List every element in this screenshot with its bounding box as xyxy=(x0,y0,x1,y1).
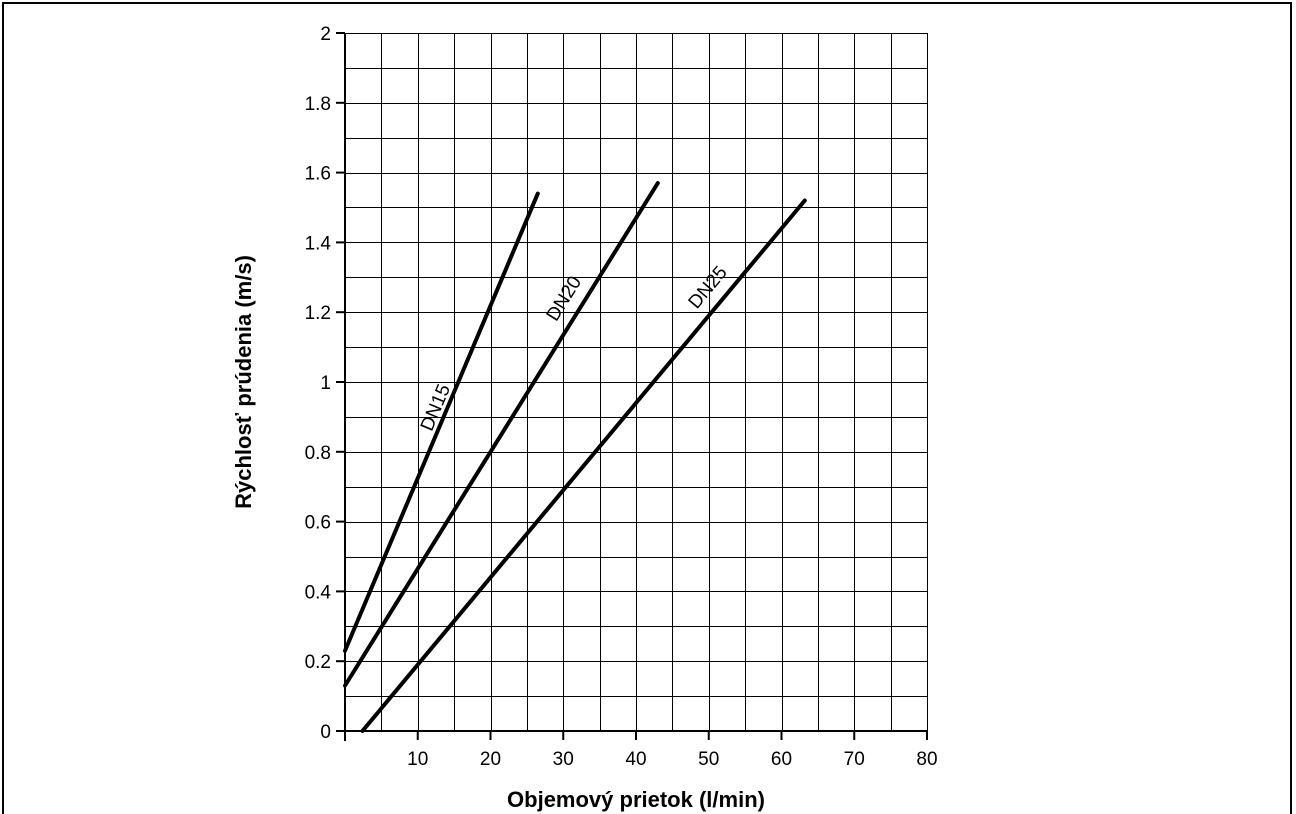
grid xyxy=(345,33,928,731)
y-tick-label: 1 xyxy=(320,373,331,394)
tick-labels: 0 0.2 0.4 0.6 0.8 1 1.2 1.4 1.6 1.8 2 10 20 30 40 50 60 7… xyxy=(305,24,938,770)
x-axis-title: Objemový prietok (l/min) xyxy=(507,787,765,812)
y-tick-label: 0.8 xyxy=(305,443,331,464)
y-tick-label: 1.2 xyxy=(305,303,331,324)
series-line-dn25 xyxy=(360,198,807,733)
x-tick-label: 10 xyxy=(407,749,428,770)
y-tick-label: 1.6 xyxy=(305,164,331,185)
series-label-dn25: DN25 xyxy=(685,262,732,313)
series-label-dn20: DN20 xyxy=(543,273,586,325)
x-tick-label: 30 xyxy=(553,749,574,770)
y-tick-label: 1.4 xyxy=(305,233,332,254)
y-tick-label: 0 xyxy=(320,722,331,743)
axes xyxy=(336,32,928,741)
series-line-dn15 xyxy=(343,191,540,653)
y-tick-label: 0.6 xyxy=(305,513,331,534)
x-tick-label: 20 xyxy=(480,749,501,770)
series-line-dn20 xyxy=(343,181,660,688)
y-tick-label: 0.2 xyxy=(305,652,331,673)
y-tick-label: 0.4 xyxy=(305,582,332,603)
y-axis-title: Rýchlosť prúdenia (m/s) xyxy=(231,255,256,509)
x-tick-label: 40 xyxy=(625,749,646,770)
y-tick-label: 1.8 xyxy=(305,94,331,115)
x-tick-label: 80 xyxy=(916,749,937,770)
x-tick-label: 60 xyxy=(771,749,792,770)
x-tick-label: 50 xyxy=(698,749,719,770)
x-tick-label: 70 xyxy=(844,749,865,770)
y-tick-label: 2 xyxy=(320,24,331,45)
